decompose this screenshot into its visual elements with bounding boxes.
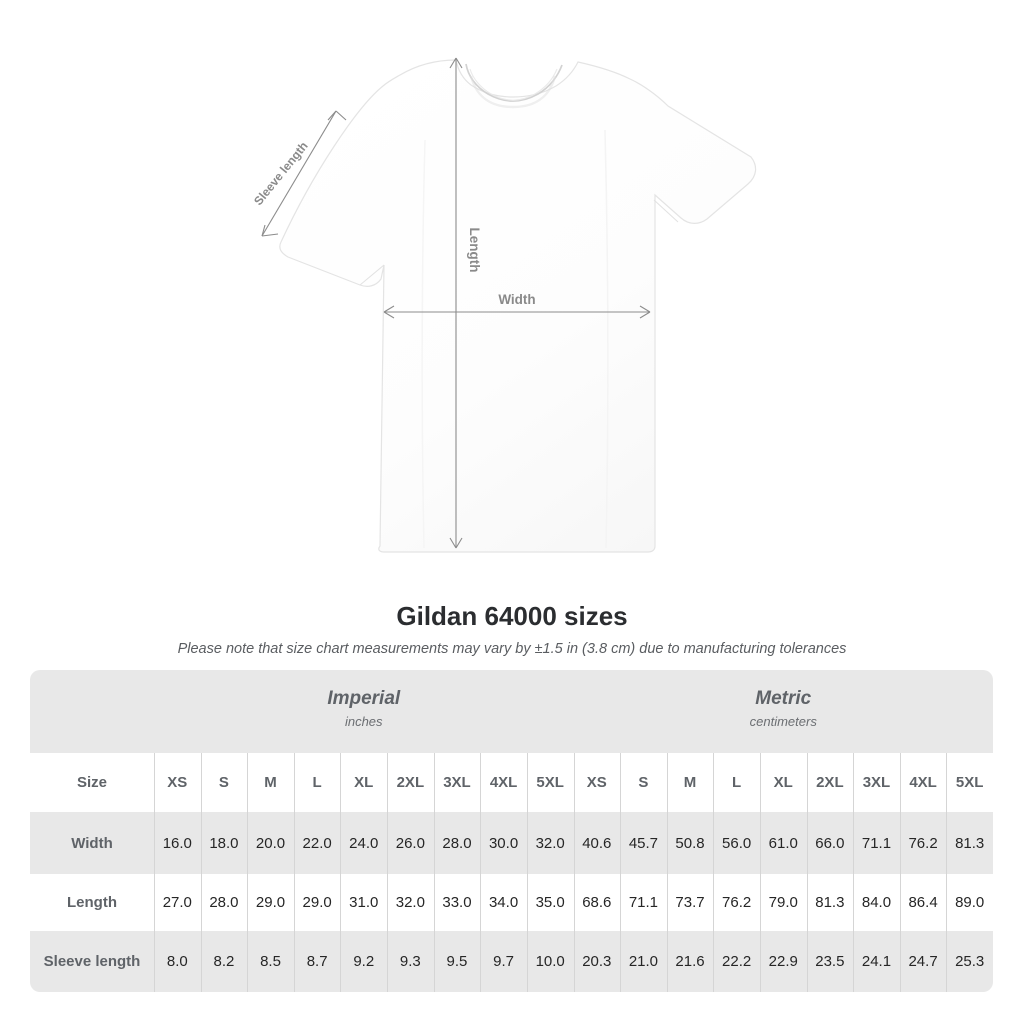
svg-text:Width: Width <box>498 292 535 307</box>
svg-text:Sleeve length: Sleeve length <box>251 139 311 208</box>
svg-text:Length: Length <box>467 228 482 273</box>
